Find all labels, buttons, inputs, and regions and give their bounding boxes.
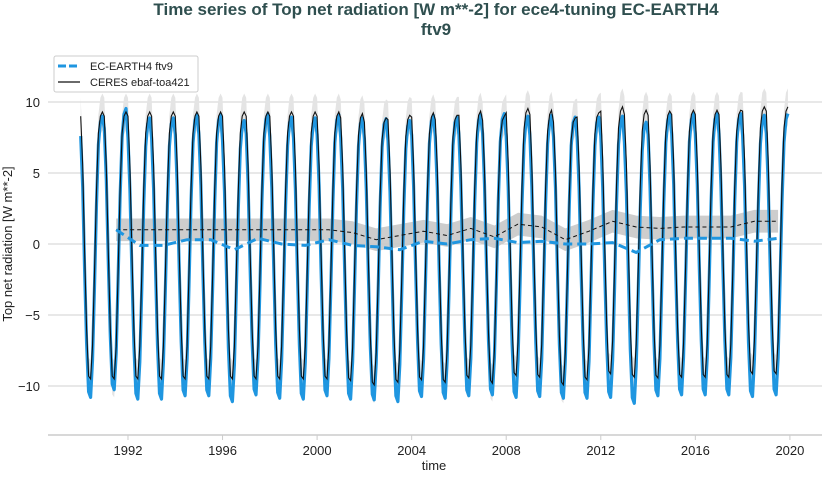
y-ticks: 10 5 0 −5 −10	[18, 95, 40, 394]
obs-monthly-line	[80, 105, 789, 387]
legend-box	[53, 55, 199, 93]
y-tick-label: −10	[18, 379, 40, 394]
x-tick-label: 1996	[208, 443, 237, 458]
x-tick-label: 2016	[681, 443, 710, 458]
y-tick-label: 5	[33, 166, 40, 181]
legend-label-model: EC-EARTH4 ftv9	[90, 61, 173, 73]
y-axis-label: Top net radiation [W m**-2]	[0, 166, 15, 321]
x-axis-label: time	[422, 458, 447, 473]
x-tick-label: 2008	[492, 443, 521, 458]
chart-title-line2: ftv9	[421, 20, 451, 39]
chart-title: Time series of Top net radiation [W m**-…	[153, 0, 719, 19]
x-tick-label: 2020	[775, 443, 804, 458]
plot-area	[79, 88, 790, 405]
model-monthly-line	[79, 106, 790, 405]
y-tick-label: −5	[25, 308, 40, 323]
x-tick-label: 1992	[114, 443, 143, 458]
y-tick-label: 0	[33, 237, 40, 252]
obs-annual-mean-line	[116, 220, 779, 241]
model-annual-mean-line	[115, 228, 779, 255]
x-ticks: 1992 1996 2000 2004 2008 2012 2016 2020	[114, 435, 804, 458]
legend-label-obs: CERES ebaf-toa421	[90, 77, 190, 89]
obs-annual-mean-band	[116, 209, 779, 252]
legend: EC-EARTH4 ftv9 CERES ebaf-toa421	[53, 55, 199, 93]
x-tick-label: 2004	[397, 443, 426, 458]
x-tick-label: 2000	[303, 443, 332, 458]
x-tick-label: 2012	[586, 443, 615, 458]
y-tick-label: 10	[26, 95, 40, 110]
